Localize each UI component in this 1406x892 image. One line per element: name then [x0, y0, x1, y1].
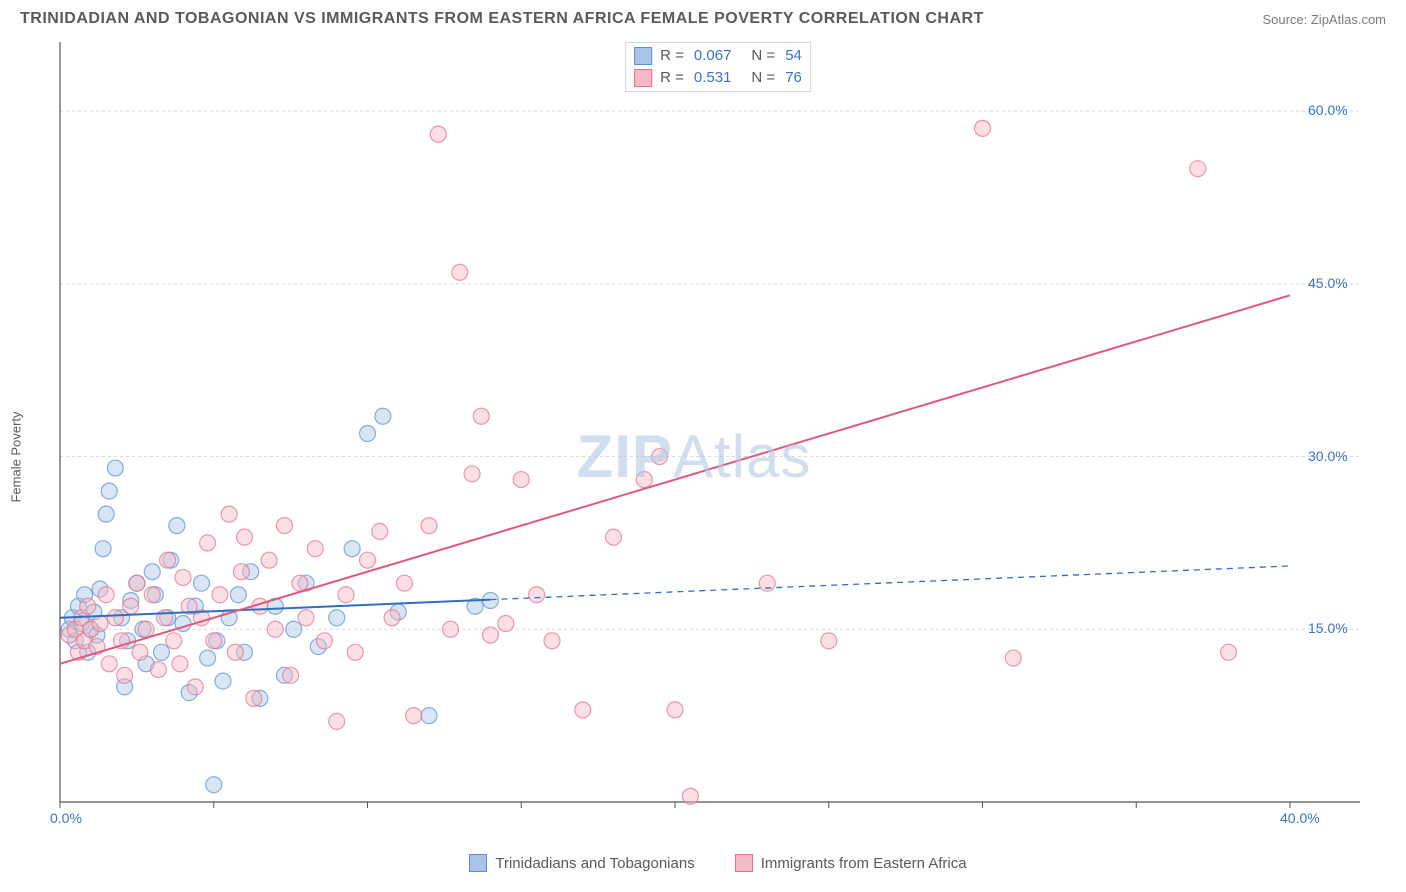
legend-n-value: 54 — [785, 45, 802, 67]
legend-r-label: R = — [660, 45, 684, 67]
legend-row: R = 0.067 N = 54 — [634, 45, 802, 67]
legend-swatch — [634, 47, 652, 65]
legend-series-name: Trinidadians and Tobagonians — [495, 855, 694, 872]
y-axis-label: Female Poverty — [9, 411, 24, 502]
legend-r-value: 0.531 — [694, 67, 732, 89]
source-label: Source: ZipAtlas.com — [1262, 12, 1386, 27]
legend-r-label: R = — [660, 67, 684, 89]
correlation-legend: R = 0.067 N = 54 R = 0.531 N = 76 — [625, 42, 811, 92]
x-tick-label: 40.0% — [1280, 810, 1320, 826]
y-tick-label: 15.0% — [1308, 620, 1348, 636]
legend-n-label: N = — [751, 45, 775, 67]
legend-swatch — [634, 69, 652, 87]
legend-item: Immigrants from Eastern Africa — [735, 854, 967, 872]
y-tick-label: 45.0% — [1308, 275, 1348, 291]
series-legend: Trinidadians and Tobagonians Immigrants f… — [50, 854, 1386, 872]
x-tick-label: 0.0% — [50, 810, 82, 826]
chart-title: TRINIDADIAN AND TOBAGONIAN VS IMMIGRANTS… — [20, 10, 984, 28]
legend-n-value: 76 — [785, 67, 802, 89]
scatter-plot — [50, 42, 1370, 832]
legend-swatch — [469, 854, 487, 872]
y-tick-label: 60.0% — [1308, 102, 1348, 118]
legend-r-value: 0.067 — [694, 45, 732, 67]
legend-item: Trinidadians and Tobagonians — [469, 854, 694, 872]
legend-series-name: Immigrants from Eastern Africa — [761, 855, 967, 872]
legend-n-label: N = — [751, 67, 775, 89]
legend-swatch — [735, 854, 753, 872]
y-tick-label: 30.0% — [1308, 448, 1348, 464]
chart-container: Female Poverty ZIPAtlas R =0.067N =54R =… — [50, 42, 1386, 872]
legend-row: R = 0.531 N = 76 — [634, 67, 802, 89]
